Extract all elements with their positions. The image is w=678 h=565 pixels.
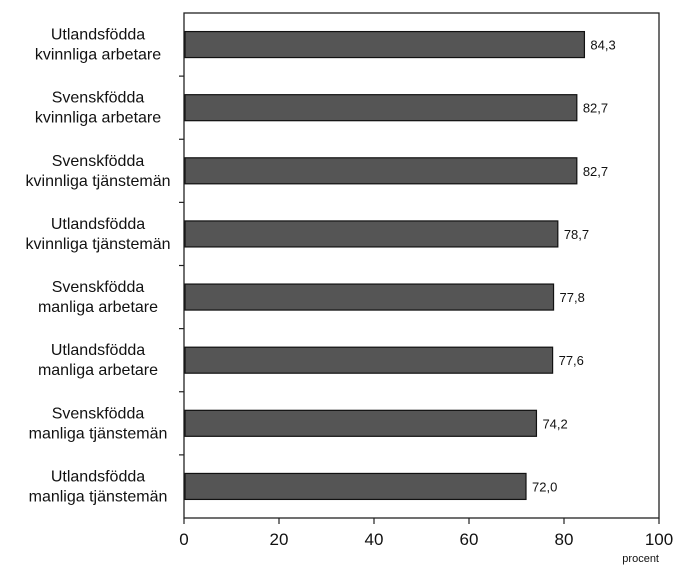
bar-value-label: 78,7	[564, 227, 589, 242]
plot-area	[183, 12, 660, 519]
bar-value-label: 84,3	[590, 38, 615, 53]
category-label-line: kvinnliga tjänstemän	[26, 173, 171, 190]
x-axis-tick-label: 100	[645, 530, 673, 549]
category-label-line: Svenskfödda	[52, 279, 145, 296]
category-label-line: kvinnliga arbetare	[35, 47, 161, 64]
category-label: Utlandsfödda kvinnliga arbetare	[35, 27, 161, 64]
category-label-line: manliga tjänstemän	[29, 488, 168, 505]
category-label-line: manliga arbetare	[38, 362, 158, 379]
bar-value-label: 82,7	[583, 101, 608, 116]
x-axis-tick-label: 80	[555, 530, 574, 549]
x-axis-tick-label: 0	[179, 530, 188, 549]
bar	[184, 472, 527, 501]
category-label: Utlandsfödda manliga arbetare	[38, 342, 158, 379]
category-label: Svenskfödda manliga arbetare	[38, 279, 158, 316]
category-label-line: Svenskfödda	[52, 405, 145, 422]
category-labels: Utlandsfödda kvinnliga arbetareSvenskfödd…	[26, 27, 184, 505]
category-label: Svenskfödda kvinnliga arbetare	[35, 90, 161, 127]
bar-value-label: 72,0	[532, 479, 557, 494]
bar	[184, 94, 578, 122]
bar	[184, 346, 554, 374]
category-label-line: Utlandsfödda	[51, 468, 145, 485]
bar	[184, 157, 578, 185]
bar	[184, 220, 559, 248]
category-label-line: kvinnliga tjänstemän	[26, 236, 171, 253]
x-axis-tick-label: 60	[460, 530, 479, 549]
bars-group: 84,3 82,7 82,7 78,7 77,8 77,6 74,2 72,0	[184, 30, 616, 501]
bar	[184, 30, 586, 59]
category-label-line: kvinnliga arbetare	[35, 110, 161, 127]
bar-value-label: 77,6	[559, 353, 584, 368]
x-axis-tick-label: 40	[365, 530, 384, 549]
category-label-line: Svenskfödda	[52, 90, 145, 107]
category-label-line: Utlandsfödda	[51, 342, 145, 359]
category-label-line: Svenskfödda	[52, 153, 145, 170]
x-axis-ticks: 0 20 40 60 80 100	[179, 518, 673, 549]
category-label-line: Utlandsfödda	[51, 27, 145, 44]
bar-value-label: 74,2	[542, 416, 567, 431]
bar	[184, 283, 555, 311]
category-label-line: manliga arbetare	[38, 299, 158, 316]
x-axis-tick-label: 20	[270, 530, 289, 549]
x-axis-unit-label: procent	[622, 553, 659, 565]
category-label: Svenskfödda manliga tjänstemän	[29, 405, 168, 442]
bar-value-label: 77,8	[560, 290, 585, 305]
category-label: Utlandsfödda kvinnliga tjänstemän	[26, 216, 171, 253]
category-label: Utlandsfödda manliga tjänstemän	[29, 468, 168, 505]
category-label-line: manliga tjänstemän	[29, 425, 168, 442]
category-label: Svenskfödda kvinnliga tjänstemän	[26, 153, 171, 190]
bar	[184, 409, 538, 437]
bar-value-label: 82,7	[583, 164, 608, 179]
category-label-line: Utlandsfödda	[51, 216, 145, 233]
